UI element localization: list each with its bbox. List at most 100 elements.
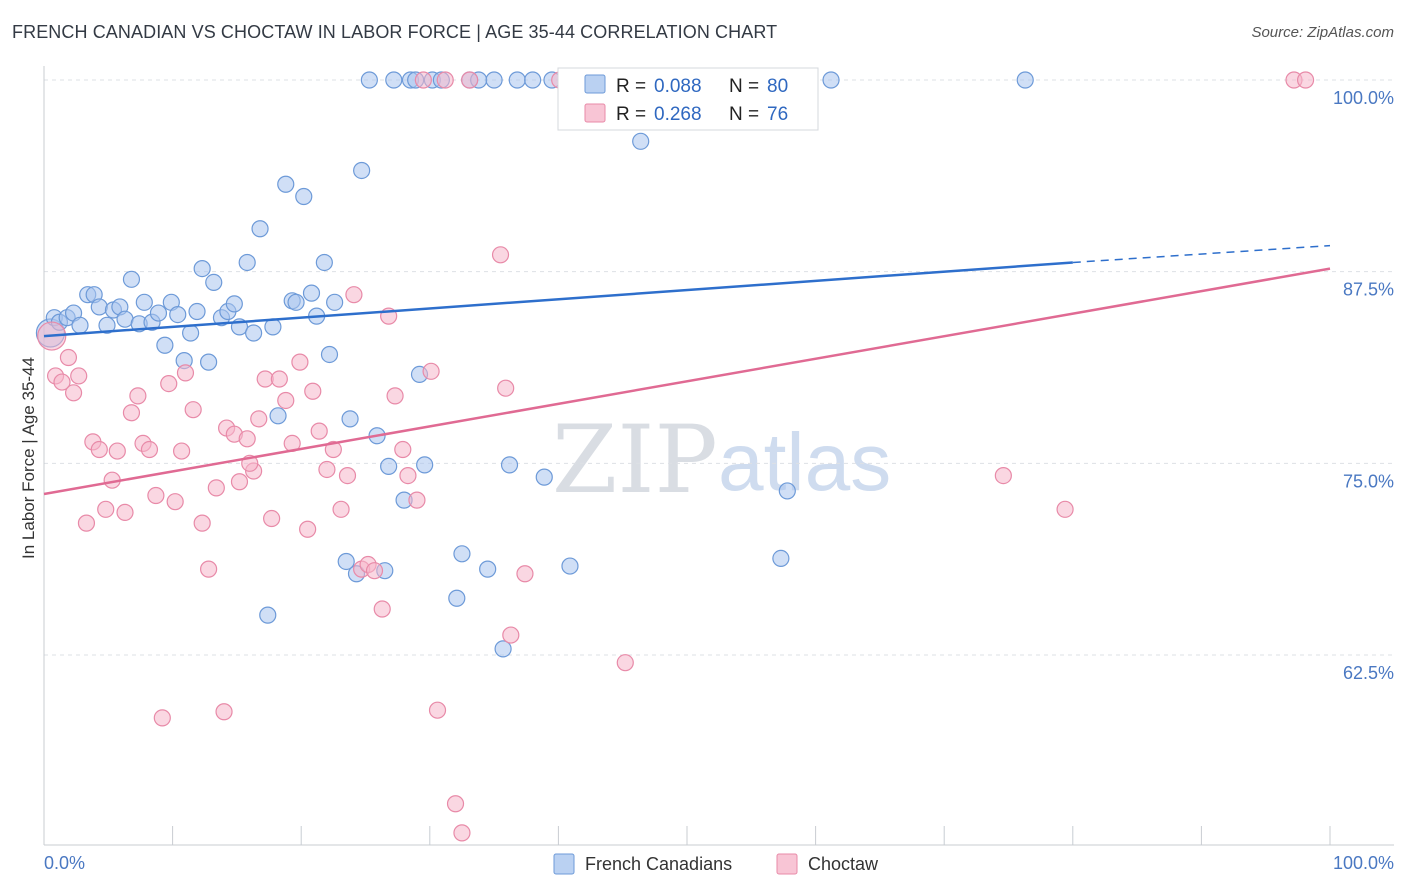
point-choctaw-39 [291, 353, 309, 371]
point-choctaw-53 [386, 387, 404, 405]
point-french-canadians-25 [200, 353, 218, 371]
point-choctaw-13 [122, 404, 141, 422]
point-choctaw-66 [502, 626, 520, 644]
point-choctaw-60 [436, 71, 454, 89]
point-choctaw-41 [304, 382, 322, 400]
legend-r-value-2: 0.268 [654, 104, 702, 125]
point-french-canadians-66 [479, 560, 497, 578]
bottom-legend-swatch-choctaw [776, 853, 798, 875]
point-choctaw-69 [616, 654, 634, 672]
point-choctaw-47 [345, 286, 363, 304]
point-choctaw-64 [491, 246, 510, 264]
point-choctaw-51 [373, 600, 391, 618]
point-choctaw-16 [140, 440, 159, 459]
point-french-canadians-34 [259, 606, 277, 624]
point-french-canadians-22 [182, 324, 200, 342]
legend-n-value-2: 76 [767, 104, 788, 125]
point-french-canadians-18 [156, 336, 174, 354]
point-french-canadians-36 [269, 407, 287, 425]
point-french-canadians-13 [122, 270, 141, 288]
point-choctaw-35 [263, 509, 281, 528]
point-french-canadians-54 [385, 71, 403, 89]
point-french-canadians-33 [251, 220, 269, 238]
y-tick-label-2: 75.0% [1343, 471, 1394, 491]
point-french-canadians-69 [500, 456, 519, 474]
legend-r-label-2: R = [616, 104, 646, 125]
point-choctaw-3 [59, 348, 78, 367]
watermark-zip: ZIP [552, 406, 718, 515]
point-choctaw-65 [497, 379, 515, 397]
point-choctaw-44 [324, 440, 342, 459]
point-choctaw-61 [446, 795, 465, 813]
point-french-canadians-12 [116, 310, 134, 328]
point-choctaw-42 [310, 422, 328, 440]
point-choctaw-19 [160, 375, 178, 393]
point-french-canadians-78 [778, 482, 796, 500]
point-choctaw-72 [1056, 500, 1074, 518]
point-french-canadians-63 [453, 545, 471, 563]
point-french-canadians-75 [632, 132, 650, 150]
gridlines [44, 79, 1394, 656]
point-choctaw-54 [394, 440, 412, 459]
point-choctaw-12 [116, 503, 134, 522]
point-choctaw-37 [277, 391, 295, 410]
series-choctaw-points [37, 71, 1315, 842]
point-french-canadians-59 [416, 456, 434, 474]
point-choctaw-46 [338, 467, 357, 485]
point-choctaw-58 [422, 362, 440, 380]
bottom-legend-label-choctaw: Choctaw [808, 854, 879, 874]
point-french-canadians-24 [193, 260, 211, 278]
legend-r-value-1: 0.088 [654, 76, 702, 97]
point-choctaw-40 [299, 520, 317, 538]
point-choctaw-18 [153, 709, 171, 727]
legend-r-label-1: R = [616, 76, 646, 97]
y-tick-labels: 100.0% 87.5% 75.0% 62.5% [1333, 88, 1394, 683]
point-french-canadians-40 [295, 187, 313, 206]
point-choctaw-2 [53, 373, 71, 391]
point-french-canadians-29 [225, 295, 243, 313]
point-choctaw-4 [64, 384, 83, 402]
point-french-canadians-77 [772, 549, 790, 568]
point-french-canadians-31 [238, 253, 256, 272]
point-choctaw-27 [215, 703, 233, 721]
point-choctaw-33 [250, 410, 268, 428]
point-french-canadians-46 [337, 552, 355, 571]
point-choctaw-57 [414, 71, 432, 89]
point-french-canadians-15 [135, 293, 153, 311]
point-french-canadians-20 [169, 306, 187, 324]
point-choctaw-21 [173, 442, 191, 460]
point-choctaw-17 [147, 486, 165, 505]
point-french-canadians-47 [341, 410, 359, 428]
trend-lines [43, 244, 1331, 496]
point-choctaw-9 [97, 500, 115, 518]
stats-legend: R = 0.088 N = 80 R = 0.268 N = 76 [557, 67, 819, 131]
chart-title: FRENCH CANADIAN VS CHOCTAW IN LABOR FORC… [12, 22, 778, 42]
point-french-canadians-50 [360, 71, 378, 89]
trend-line-french-canadians [43, 261, 1073, 338]
point-choctaw-62 [453, 824, 471, 842]
point-choctaw-50 [365, 562, 384, 580]
watermark-atlas: atlas [718, 417, 891, 508]
source-credit: Source: ZipAtlas.com [1251, 24, 1394, 41]
point-french-canadians-37 [277, 175, 295, 193]
point-choctaw-14 [129, 387, 147, 405]
point-french-canadians-39 [287, 293, 305, 311]
legend-n-value-1: 80 [767, 76, 788, 97]
point-french-canadians-80 [1016, 71, 1034, 89]
x-axis-ticks [43, 826, 1331, 845]
point-french-canadians-44 [320, 345, 339, 364]
point-choctaw-8 [90, 440, 108, 459]
point-choctaw-43 [318, 460, 336, 479]
point-choctaw-6 [77, 514, 96, 532]
point-choctaw-71 [994, 467, 1012, 485]
bottom-legend-label-french-canadians: French Canadians [585, 854, 732, 874]
y-axis-label: In Labor Force | Age 35-44 [19, 357, 38, 559]
point-french-canadians-62 [448, 589, 466, 607]
point-choctaw-74 [1296, 71, 1315, 89]
legend-n-label-1: N = [729, 76, 759, 97]
point-french-canadians-71 [524, 71, 542, 89]
point-french-canadians-17 [149, 304, 168, 322]
point-choctaw-23 [184, 401, 202, 419]
point-choctaw-22 [176, 364, 195, 382]
point-french-canadians-26 [205, 273, 223, 291]
